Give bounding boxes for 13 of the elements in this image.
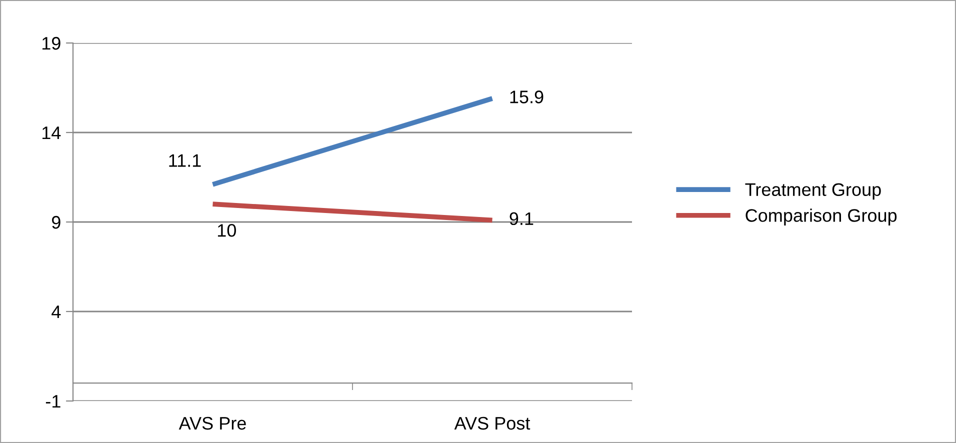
- legend-label: Treatment Group: [745, 183, 881, 200]
- y-tick-label: 9: [52, 216, 60, 229]
- y-tick-label: 14: [42, 126, 61, 140]
- data-label: 10: [218, 224, 236, 237]
- y-tick-label: -1: [46, 395, 60, 408]
- x-tick-label: AVS Post: [454, 416, 530, 430]
- data-label: 9.1: [510, 212, 534, 226]
- y-tick-label: 4: [52, 306, 61, 318]
- data-label: 11.1: [169, 154, 201, 167]
- data-label: 15.9: [510, 90, 544, 104]
- y-tick-label: 19: [42, 36, 60, 50]
- legend-label: Comparison Group: [746, 208, 897, 226]
- x-tick-label: AVS Pre: [178, 416, 246, 430]
